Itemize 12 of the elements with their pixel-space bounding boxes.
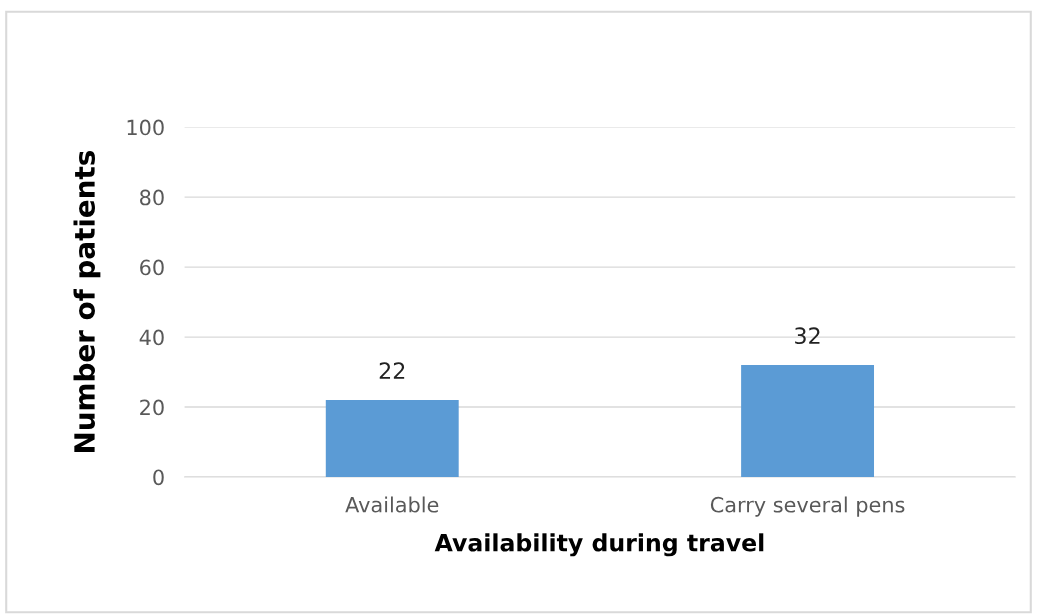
x-tick-label: Carry several pens bbox=[710, 496, 905, 517]
y-tick-label: 60 bbox=[140, 259, 164, 276]
y-tick-label: 100 bbox=[127, 119, 164, 136]
y-tick-label: 80 bbox=[140, 189, 164, 206]
data-label: 22 bbox=[379, 362, 405, 379]
x-axis-title: Availability during travel bbox=[434, 533, 764, 557]
x-tick-label: Available bbox=[345, 496, 439, 513]
y-axis-title: Number of patients bbox=[73, 151, 101, 452]
data-label: 32 bbox=[795, 327, 820, 345]
y-tick-label: 40 bbox=[139, 329, 164, 346]
y-tick-label: 20 bbox=[140, 399, 164, 416]
y-tick-label: 0 bbox=[153, 469, 164, 486]
